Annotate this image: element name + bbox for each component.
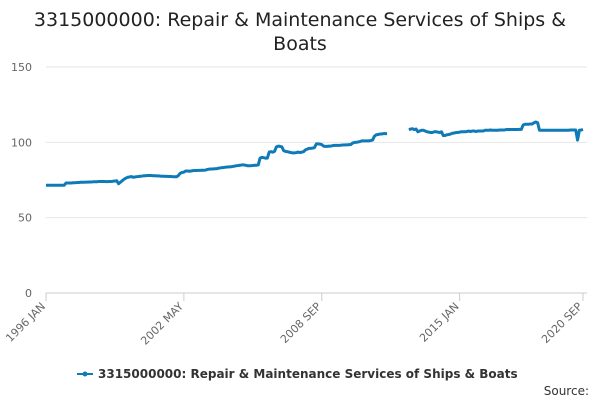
data-line	[46, 120, 584, 187]
legend-label: 3315000000: Repair & Maintenance Service…	[98, 367, 518, 381]
x-tick-label: 2015 JAN	[417, 300, 462, 345]
x-tick-label: 1996 JAN	[3, 300, 48, 345]
x-tick-label: 2002 MAY	[138, 300, 186, 348]
x-tick-label: 2008 SEP	[278, 300, 324, 346]
y-tick-label: 150	[11, 61, 32, 74]
x-tick-label: 2020 SEP	[539, 300, 585, 346]
source-label: Source:	[544, 384, 589, 398]
y-tick-label: 50	[18, 212, 32, 225]
chart-title: 3315000000: Repair & Maintenance Service…	[33, 9, 567, 55]
y-tick-label: 100	[11, 136, 32, 149]
y-tick-label: 0	[25, 287, 32, 300]
legend-marker	[82, 371, 88, 377]
legend-item: 3315000000: Repair & Maintenance Service…	[77, 367, 518, 381]
